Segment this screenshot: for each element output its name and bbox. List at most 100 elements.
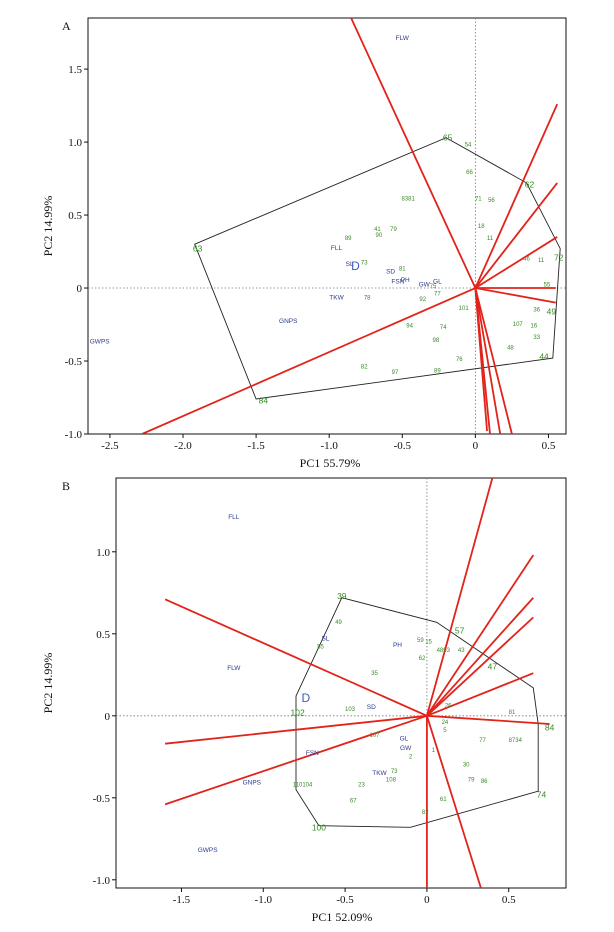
trait-vector bbox=[426, 478, 494, 717]
x-tick-label: -1.5 bbox=[247, 440, 265, 452]
genotype-label: 16 bbox=[530, 323, 537, 329]
genotype-vertex-label: 62 bbox=[525, 179, 535, 189]
genotype-label: 30 bbox=[463, 763, 470, 769]
trait-vector bbox=[474, 287, 513, 434]
genotype-vertex-label: 84 bbox=[259, 395, 269, 405]
genotype-label: 43 bbox=[458, 648, 465, 654]
genotype-label: 103 bbox=[345, 707, 356, 713]
genotype-label: 46 bbox=[523, 256, 530, 262]
genotype-label: 90 bbox=[376, 233, 383, 239]
trait-vector bbox=[426, 714, 550, 725]
genotype-label: 79 bbox=[390, 227, 397, 233]
trait-label: GW bbox=[400, 745, 412, 752]
x-axis-label: PC1 55.79% bbox=[300, 456, 361, 470]
genotype-label: 66 bbox=[466, 170, 473, 176]
genotype-label: 78 bbox=[364, 296, 371, 302]
genotype-label: 24 bbox=[442, 720, 449, 726]
panel-label: B bbox=[62, 479, 70, 493]
genotype-label: 49 bbox=[335, 620, 342, 626]
x-tick-label: 0.5 bbox=[542, 440, 556, 452]
genotype-label: 101 bbox=[459, 306, 470, 312]
trait-vector bbox=[141, 287, 476, 434]
x-tick-label: -0.5 bbox=[336, 894, 354, 906]
genotype-label: 48 bbox=[507, 345, 514, 351]
panel-label: A bbox=[62, 19, 71, 33]
genotype-label: 33 bbox=[533, 335, 540, 341]
trait-label: SD bbox=[386, 268, 395, 275]
genotype-label: 5 bbox=[443, 728, 447, 734]
trait-vector bbox=[164, 714, 428, 745]
x-tick-label: 0 bbox=[473, 440, 479, 452]
genotype-label: 15 bbox=[425, 640, 432, 646]
trait-vector bbox=[426, 616, 534, 717]
trait-label: PH bbox=[393, 642, 402, 649]
genotype-label: 62 bbox=[419, 656, 426, 662]
trait-vector bbox=[474, 182, 558, 289]
y-tick-label: -0.5 bbox=[65, 356, 83, 368]
genotype-label: 89 bbox=[434, 369, 441, 375]
genotype-label: 73 bbox=[391, 769, 398, 775]
genotype-label: 36 bbox=[533, 307, 540, 313]
trait-vector bbox=[164, 598, 428, 717]
y-tick-label: -1.0 bbox=[65, 429, 83, 441]
genotype-vertex-label: 74 bbox=[537, 790, 547, 800]
trait-label: GNPS bbox=[279, 318, 298, 325]
x-tick-label: -1.0 bbox=[320, 440, 338, 452]
y-tick-label: 0 bbox=[77, 283, 83, 295]
center-label: D bbox=[351, 259, 360, 273]
x-tick-label: -2.5 bbox=[101, 440, 119, 452]
genotype-label: 35 bbox=[371, 671, 378, 677]
genotype-label: 18 bbox=[478, 224, 485, 230]
genotype-label: 76 bbox=[456, 357, 463, 363]
genotype-vertex-label: 47 bbox=[488, 662, 498, 672]
trait-label: GWPS bbox=[90, 339, 111, 346]
y-tick-label: 0.5 bbox=[96, 629, 110, 641]
center-label: D bbox=[301, 691, 310, 705]
genotype-label: 73 bbox=[361, 261, 368, 267]
trait-label: TKW bbox=[329, 295, 344, 302]
x-tick-label: -0.5 bbox=[394, 440, 412, 452]
genotype-label: 8381 bbox=[401, 196, 415, 202]
x-tick-label: -2.0 bbox=[174, 440, 192, 452]
trait-vector bbox=[426, 672, 534, 717]
y-tick-label: 1.0 bbox=[68, 137, 82, 149]
panel-b: -1.5 -1.0 -0.5 0 0.5 -1.0 -0.5 0 0.5 1.0 PC1 52.09… bbox=[41, 477, 567, 924]
plot-frame bbox=[87, 17, 567, 435]
trait-label: SL bbox=[346, 261, 354, 268]
trait-label: GWPS bbox=[198, 847, 219, 854]
trait-label: FSN bbox=[391, 279, 404, 286]
genotype-label: 81 bbox=[399, 267, 406, 273]
genotype-vertex-label: 65 bbox=[443, 133, 453, 143]
genotype-label: 77 bbox=[434, 291, 441, 297]
genotype-label: 107 bbox=[370, 733, 381, 739]
y-tick-label: 0.5 bbox=[68, 210, 82, 222]
x-tick-label: -1.5 bbox=[173, 894, 191, 906]
genotype-vertex-label: 72 bbox=[554, 252, 564, 262]
trait-vector bbox=[426, 597, 534, 717]
y-axis-label: PC2 14.99% bbox=[41, 196, 55, 257]
x-tick-label: -1.0 bbox=[255, 894, 273, 906]
plot-frame bbox=[115, 477, 567, 889]
trait-label: GL bbox=[433, 279, 442, 286]
trait-label: FLL bbox=[331, 245, 343, 252]
trait-vector bbox=[474, 287, 488, 432]
trait-label: FLL bbox=[228, 514, 240, 521]
trait-label: GW bbox=[419, 282, 431, 289]
genotype-label: 92 bbox=[419, 297, 426, 303]
genotype-label: 1 bbox=[432, 748, 436, 754]
trait-label: FLW bbox=[227, 665, 241, 672]
genotype-label: 74 bbox=[440, 325, 447, 331]
y-tick-label: 1.5 bbox=[68, 64, 82, 76]
genotype-label: 71 bbox=[475, 196, 482, 202]
genotype-label: 59 bbox=[417, 638, 424, 644]
trait-vector bbox=[426, 715, 482, 888]
y-tick-label: -0.5 bbox=[93, 793, 111, 805]
genotype-label: 2 bbox=[409, 754, 413, 760]
trait-vector bbox=[474, 287, 502, 434]
trait-label: GNPS bbox=[243, 780, 262, 787]
genotype-vertex-label: 44 bbox=[539, 352, 549, 362]
x-tick-label: 0 bbox=[424, 894, 430, 906]
genotype-vertex-label: 57 bbox=[455, 626, 465, 636]
